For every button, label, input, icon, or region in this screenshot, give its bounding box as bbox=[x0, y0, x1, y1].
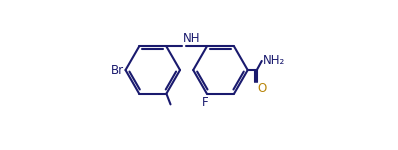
Text: Br: Br bbox=[111, 64, 124, 76]
Text: F: F bbox=[202, 96, 209, 109]
Text: NH₂: NH₂ bbox=[263, 54, 285, 68]
Text: NH: NH bbox=[183, 32, 200, 45]
Text: O: O bbox=[258, 82, 267, 95]
